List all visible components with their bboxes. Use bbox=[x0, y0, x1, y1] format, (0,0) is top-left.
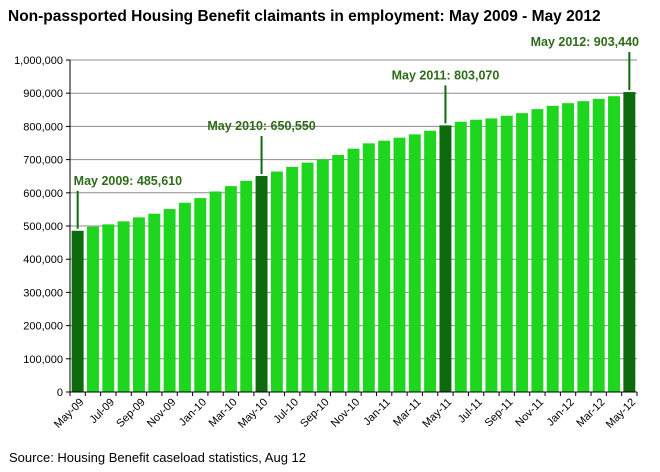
y-tick-label: 300,000 bbox=[23, 287, 63, 299]
bar bbox=[102, 224, 115, 392]
bar bbox=[87, 226, 99, 392]
y-tick-label: 200,000 bbox=[23, 321, 63, 333]
bar bbox=[562, 103, 575, 392]
x-tick-label: Nov-11 bbox=[513, 396, 546, 429]
y-tick-label: 900,000 bbox=[23, 88, 63, 100]
y-tick-label: 100,000 bbox=[23, 354, 63, 366]
x-tick-label: Sep-09 bbox=[114, 396, 148, 430]
bar bbox=[577, 101, 590, 392]
x-tick-label: Mar-11 bbox=[391, 396, 424, 429]
x-tick-label: Jan-10 bbox=[177, 396, 209, 428]
annotation-label: May 2010: 650,550 bbox=[207, 119, 315, 133]
x-tick-label: Sep-11 bbox=[483, 396, 516, 429]
bar bbox=[623, 92, 636, 392]
bar bbox=[132, 217, 145, 392]
bar bbox=[531, 109, 544, 393]
bar bbox=[393, 137, 406, 392]
bar bbox=[408, 134, 421, 393]
y-tick-label: 0 bbox=[57, 387, 63, 399]
y-tick-label: 800,000 bbox=[23, 121, 63, 133]
bar bbox=[592, 98, 605, 393]
bar bbox=[500, 115, 513, 392]
x-tick-label: Jan-12 bbox=[545, 396, 577, 428]
bar bbox=[224, 186, 237, 392]
annotation-label: May 2012: 903,440 bbox=[531, 35, 639, 49]
y-axis-tick-labels: 0 100,000 200,000 300,000 400,000 500,000 600,… bbox=[14, 55, 63, 399]
x-tick-label: Sep-10 bbox=[298, 396, 332, 430]
bar bbox=[286, 166, 299, 392]
bar bbox=[194, 198, 207, 392]
y-tick-label: 600,000 bbox=[23, 188, 63, 200]
bar bbox=[316, 159, 329, 392]
bar bbox=[347, 148, 360, 392]
annotation-label: May 2009: 485,610 bbox=[74, 174, 182, 188]
bars bbox=[71, 92, 636, 393]
bar bbox=[546, 105, 559, 392]
bar bbox=[485, 118, 498, 392]
bar bbox=[178, 202, 191, 392]
annotation-label: May 2011: 803,070 bbox=[392, 68, 500, 82]
x-tick-label: Jul-10 bbox=[271, 396, 301, 426]
bar bbox=[470, 119, 483, 392]
bar bbox=[163, 209, 176, 392]
x-tick-label: Mar-10 bbox=[207, 396, 240, 429]
x-tick-label: Jul-11 bbox=[456, 396, 485, 425]
bar bbox=[424, 130, 437, 392]
y-tick-label: 400,000 bbox=[23, 254, 63, 266]
bar bbox=[454, 121, 467, 392]
x-tick-label: May-10 bbox=[236, 396, 270, 430]
bar bbox=[439, 125, 452, 392]
x-tick-label: Jan-11 bbox=[361, 396, 393, 428]
axes bbox=[66, 59, 638, 396]
x-tick-label: May-09 bbox=[52, 396, 86, 430]
bar bbox=[378, 140, 391, 392]
bar bbox=[516, 113, 529, 393]
bar bbox=[608, 96, 620, 393]
bar bbox=[332, 154, 345, 392]
x-tick-label: May-11 bbox=[420, 396, 454, 430]
chart-title: Non-passported Housing Benefit claimants… bbox=[8, 8, 601, 25]
bar bbox=[301, 162, 314, 392]
bar bbox=[148, 213, 161, 392]
bar bbox=[71, 230, 84, 392]
bar bbox=[209, 191, 222, 392]
y-tick-label: 500,000 bbox=[23, 221, 63, 233]
bar bbox=[255, 176, 268, 392]
y-tick-label: 1,000,000 bbox=[14, 55, 63, 67]
y-tick-label: 700,000 bbox=[23, 155, 63, 167]
bar bbox=[117, 221, 130, 392]
x-tick-label: Jul-09 bbox=[87, 396, 117, 426]
annotations: May 2009: 485,610 May 2010: 650,550 May 20… bbox=[74, 35, 639, 229]
x-tick-label: May-12 bbox=[604, 396, 638, 430]
chart-source-note: Source: Housing Benefit caseload statist… bbox=[9, 450, 307, 465]
x-tick-label: Nov-09 bbox=[145, 396, 179, 430]
bar bbox=[362, 143, 375, 392]
x-tick-label: Mar-12 bbox=[574, 396, 607, 429]
x-axis-tick-labels: May-09 Jul-09Sep-09Nov-09Jan-10Mar-10May-… bbox=[52, 396, 638, 430]
bar bbox=[240, 180, 253, 392]
x-tick-label: Nov-10 bbox=[329, 396, 363, 430]
bar bbox=[270, 171, 283, 392]
